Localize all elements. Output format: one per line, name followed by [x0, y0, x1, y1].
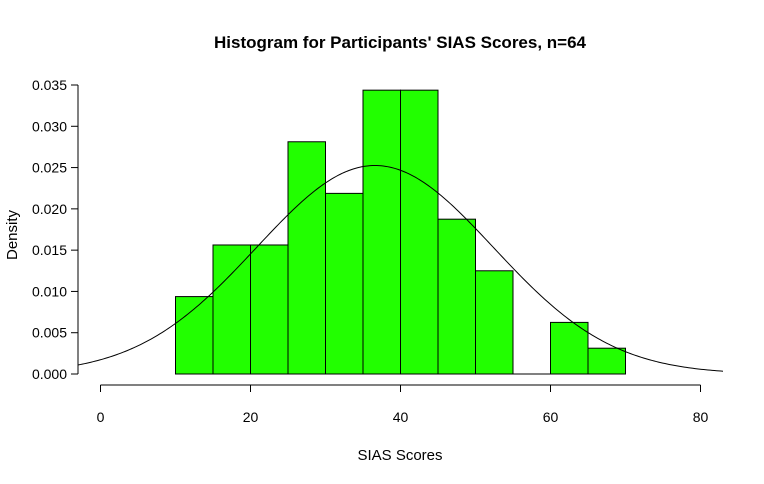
histogram-bar — [212, 244, 251, 375]
y-tick-label: 0.025 — [32, 160, 67, 176]
x-tick-label: 0 — [97, 409, 105, 425]
x-tick-label: 80 — [693, 409, 709, 425]
y-tick-label: 0.005 — [32, 325, 67, 341]
histogram-bar — [550, 321, 589, 375]
x-tick-label: 40 — [393, 409, 409, 425]
y-tick-label: 0.000 — [32, 366, 67, 382]
y-tick-label: 0.010 — [32, 283, 67, 299]
histogram-bar — [400, 89, 439, 375]
y-tick-label: 0.035 — [32, 77, 67, 93]
histogram-bar — [250, 244, 289, 375]
x-axis: 0 20 40 60 80 — [97, 384, 709, 425]
histogram-bar — [587, 347, 626, 375]
x-axis-label: SIAS Scores — [357, 447, 442, 464]
histogram-bar — [325, 192, 364, 375]
histogram-bar — [287, 141, 326, 375]
x-tick-label: 60 — [543, 409, 559, 425]
y-tick-label: 0.015 — [32, 242, 67, 258]
y-tick-label: 0.030 — [32, 118, 67, 134]
y-tick-label: 0.020 — [32, 201, 67, 217]
histogram-bars — [175, 89, 626, 375]
histogram-bar — [362, 89, 401, 375]
histogram-bar — [437, 218, 476, 375]
chart-title: Histogram for Participants' SIAS Scores,… — [214, 33, 587, 52]
normal-density-curve — [77, 165, 724, 372]
y-axis-label: Density — [4, 209, 21, 260]
y-axis: 0.000 0.005 0.010 0.015 0.020 0.025 0.030 0.035 — [32, 77, 79, 382]
histogram-bar — [475, 270, 514, 375]
x-tick-label: 20 — [243, 409, 259, 425]
